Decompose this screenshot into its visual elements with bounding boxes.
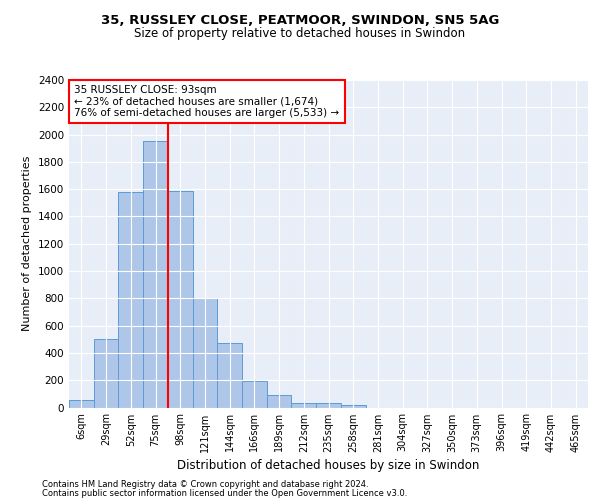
Bar: [292, 402, 316, 407]
Bar: [341, 405, 365, 407]
Bar: [242, 381, 267, 407]
Text: Contains HM Land Registry data © Crown copyright and database right 2024.: Contains HM Land Registry data © Crown c…: [42, 480, 368, 489]
Text: Contains public sector information licensed under the Open Government Licence v3: Contains public sector information licen…: [42, 488, 407, 498]
Bar: [193, 298, 217, 408]
Bar: [94, 340, 118, 407]
Text: 35 RUSSLEY CLOSE: 93sqm
← 23% of detached houses are smaller (1,674)
76% of semi: 35 RUSSLEY CLOSE: 93sqm ← 23% of detache…: [74, 85, 340, 118]
Bar: [217, 342, 242, 407]
Bar: [316, 404, 341, 407]
Bar: [118, 192, 143, 408]
Y-axis label: Number of detached properties: Number of detached properties: [22, 156, 32, 332]
X-axis label: Distribution of detached houses by size in Swindon: Distribution of detached houses by size …: [178, 458, 479, 471]
Text: Size of property relative to detached houses in Swindon: Size of property relative to detached ho…: [134, 28, 466, 40]
Bar: [69, 400, 94, 407]
Bar: [267, 395, 292, 407]
Text: 35, RUSSLEY CLOSE, PEATMOOR, SWINDON, SN5 5AG: 35, RUSSLEY CLOSE, PEATMOOR, SWINDON, SN…: [101, 14, 499, 27]
Bar: [168, 190, 193, 408]
Bar: [143, 142, 168, 408]
